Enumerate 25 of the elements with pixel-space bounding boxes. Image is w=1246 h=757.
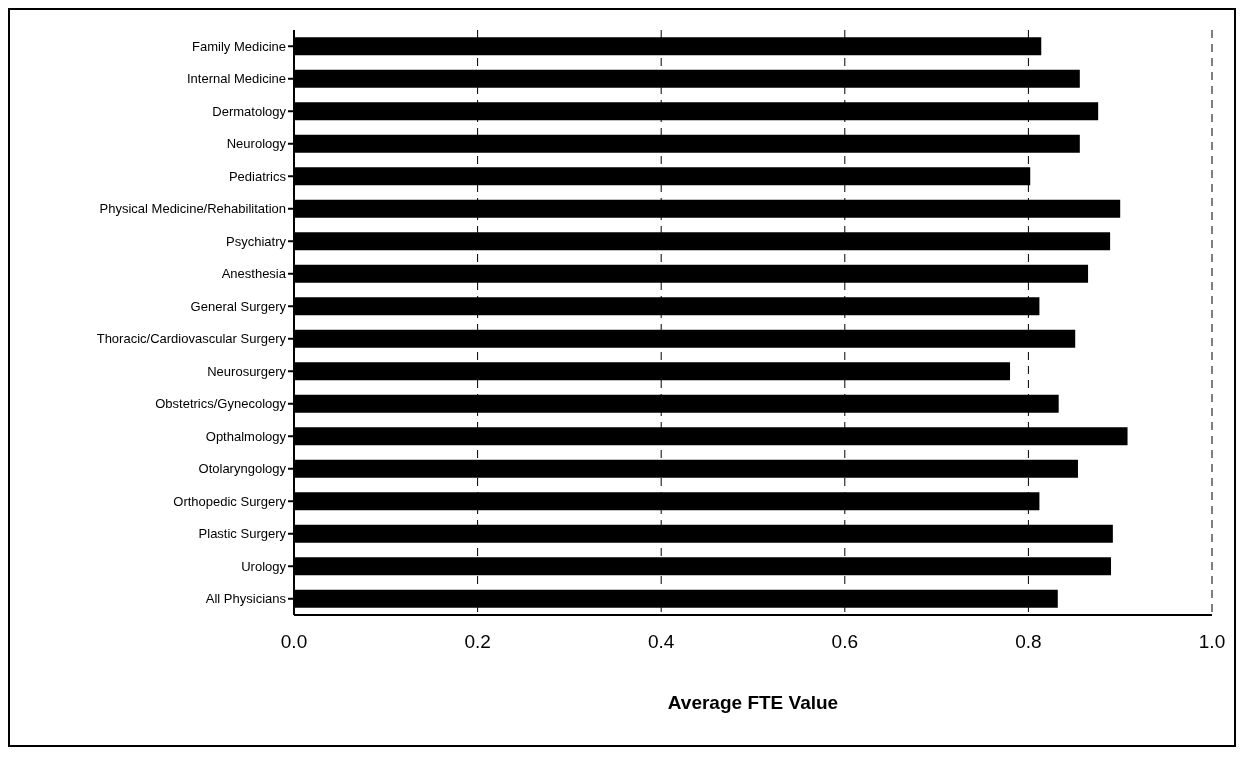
y-tick-label: Physical Medicine/Rehabilitation xyxy=(99,201,286,217)
x-tick-label: 0.6 xyxy=(831,631,859,653)
x-tick-label: 0.4 xyxy=(647,631,675,653)
y-tick-label: Thoracic/Cardiovascular Surgery xyxy=(96,331,287,347)
y-tick-label: Pediatrics xyxy=(228,168,287,184)
y-tick-label: Orthopedic Surgery xyxy=(173,493,287,509)
y-tick-label: Dermatology xyxy=(212,103,287,119)
y-tick-label: Opthalmology xyxy=(205,428,287,444)
y-tick-label: Obstetrics/Gynecology xyxy=(155,396,287,412)
y-tick-label: Urology xyxy=(241,558,287,574)
x-axis-title: Average FTE Value xyxy=(667,692,839,713)
x-tick-label: 0.2 xyxy=(464,631,491,653)
y-tick-label: Neurosurgery xyxy=(207,363,287,379)
y-tick-label: Plastic Surgery xyxy=(198,526,287,542)
y-tick-label: Psychiatry xyxy=(226,233,287,249)
y-tick-label: Family Medicine xyxy=(192,38,286,54)
x-tick-label: 1.0 xyxy=(1198,631,1226,653)
x-tick-label: 0.0 xyxy=(280,631,308,653)
y-tick-label: Neurology xyxy=(226,136,287,152)
x-tick-label: 0.8 xyxy=(1015,631,1042,653)
y-tick-label: Anesthesia xyxy=(221,266,287,282)
y-tick-label: General Surgery xyxy=(190,298,287,314)
y-tick-label: All Physicians xyxy=(205,591,287,607)
y-tick-label: Internal Medicine xyxy=(187,71,286,87)
y-tick-label: Otolaryngology xyxy=(198,461,287,477)
